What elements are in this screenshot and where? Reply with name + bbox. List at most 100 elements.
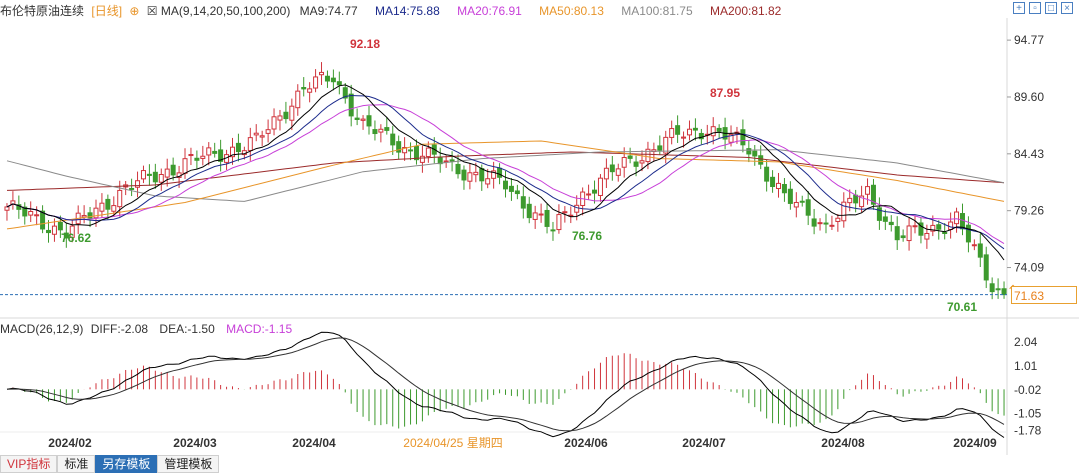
candle-up bbox=[930, 224, 936, 232]
candle-up bbox=[247, 137, 253, 151]
candle-up bbox=[253, 132, 259, 136]
candle-up bbox=[710, 126, 716, 137]
candle-up bbox=[158, 174, 164, 183]
grid-icon[interactable]: ▫ bbox=[1029, 2, 1041, 14]
candle-down bbox=[520, 196, 526, 209]
candle-up bbox=[728, 133, 734, 143]
candle-up bbox=[621, 156, 627, 168]
manage-template-button[interactable]: 管理模板 bbox=[157, 455, 220, 473]
candle-down bbox=[787, 188, 793, 204]
macd-label: MACD(26,12,9) bbox=[0, 322, 84, 336]
candle-down bbox=[781, 184, 787, 194]
x-tick-label: 2024/02 bbox=[48, 436, 92, 450]
candle-down bbox=[965, 224, 971, 243]
candle-down bbox=[87, 212, 93, 219]
macd-tick-label: 2.04 bbox=[1014, 335, 1038, 349]
period-label[interactable]: [日线] bbox=[91, 4, 123, 18]
candle-down bbox=[348, 93, 354, 117]
price-tick-label: 89.60 bbox=[1014, 90, 1044, 104]
candle-down bbox=[22, 206, 28, 217]
candle-up bbox=[4, 206, 10, 211]
candle-up bbox=[188, 154, 194, 157]
period-menu-icon[interactable]: ⊕ bbox=[129, 4, 140, 18]
candle-down bbox=[752, 150, 758, 157]
candle-down bbox=[497, 167, 503, 178]
candle-down bbox=[218, 149, 224, 162]
ma100-line bbox=[6, 149, 1005, 202]
candle-down bbox=[799, 200, 805, 203]
candle-up bbox=[467, 172, 473, 182]
candle-up bbox=[419, 155, 425, 163]
candle-up bbox=[51, 225, 57, 235]
candle-down bbox=[57, 221, 63, 231]
candle-up bbox=[34, 214, 40, 217]
vip-indicator-button[interactable]: VIP指标 bbox=[0, 455, 58, 473]
candle-down bbox=[675, 125, 681, 135]
candle-up bbox=[117, 189, 123, 208]
ma200-value: MA200:81.82 bbox=[709, 4, 782, 18]
candles-group bbox=[4, 62, 1007, 300]
candle-down bbox=[396, 141, 402, 153]
candle-up bbox=[229, 146, 235, 158]
candle-down bbox=[811, 218, 817, 227]
candle-up bbox=[93, 207, 99, 219]
candle-down bbox=[342, 87, 348, 99]
candle-up bbox=[847, 197, 853, 204]
candle-up bbox=[532, 212, 538, 220]
candle-down bbox=[977, 243, 983, 258]
candle-up bbox=[597, 177, 603, 196]
candle-down bbox=[592, 189, 598, 194]
candle-up bbox=[829, 224, 835, 227]
candle-up bbox=[485, 178, 491, 185]
candle-down bbox=[455, 163, 461, 175]
candle-up bbox=[841, 201, 847, 222]
candle-up bbox=[265, 129, 271, 134]
x-tick-label: 2024/03 bbox=[173, 436, 217, 450]
candle-up bbox=[99, 202, 105, 212]
candle-down bbox=[942, 231, 948, 234]
ma-settings-icon[interactable]: ☒ bbox=[146, 4, 158, 18]
ma14-line bbox=[6, 94, 1005, 250]
candle-down bbox=[740, 129, 746, 146]
candle-down bbox=[46, 229, 52, 234]
expand-icon[interactable]: + bbox=[1013, 2, 1025, 14]
candle-down bbox=[461, 169, 467, 181]
macd-tick-label: 1.01 bbox=[1014, 359, 1038, 373]
candle-up bbox=[681, 136, 687, 139]
candle-up bbox=[140, 170, 146, 180]
macd-dea-line bbox=[6, 337, 1005, 432]
candle-down bbox=[882, 216, 888, 222]
ma9-line bbox=[6, 84, 1005, 261]
candle-up bbox=[319, 71, 325, 76]
window-controls: + ▫ □ × bbox=[1013, 2, 1073, 14]
close-icon[interactable]: × bbox=[1061, 2, 1073, 14]
candle-down bbox=[550, 229, 556, 232]
candle-up bbox=[200, 155, 206, 159]
maximize-icon[interactable]: □ bbox=[1045, 2, 1057, 14]
candle-down bbox=[324, 75, 330, 82]
candle-up bbox=[586, 193, 592, 196]
candle-up bbox=[835, 217, 841, 222]
macd-tick-label: -1.78 bbox=[1014, 424, 1042, 438]
candle-up bbox=[295, 90, 301, 109]
candle-up bbox=[912, 225, 918, 228]
candle-down bbox=[888, 221, 894, 226]
candle-down bbox=[503, 180, 508, 190]
extreme-label: 76.62 bbox=[61, 231, 91, 245]
candle-down bbox=[995, 288, 1001, 291]
candle-up bbox=[556, 214, 562, 231]
candle-up bbox=[443, 160, 449, 163]
price-tick-label: 84.43 bbox=[1014, 147, 1044, 161]
candle-down bbox=[770, 176, 776, 188]
ma200-line bbox=[6, 151, 1005, 191]
candle-down bbox=[508, 185, 514, 192]
candle-up bbox=[686, 128, 692, 136]
standard-button[interactable]: 标准 bbox=[57, 455, 96, 473]
extreme-label: 87.95 bbox=[710, 86, 740, 100]
ma14-value: MA14:75.88 bbox=[375, 4, 440, 18]
macd-tick-label: -0.02 bbox=[1014, 383, 1042, 397]
candle-up bbox=[473, 171, 479, 176]
save-template-button[interactable]: 另存模板 bbox=[95, 455, 158, 473]
candle-down bbox=[716, 127, 722, 132]
extreme-label: 92.18 bbox=[350, 37, 380, 51]
